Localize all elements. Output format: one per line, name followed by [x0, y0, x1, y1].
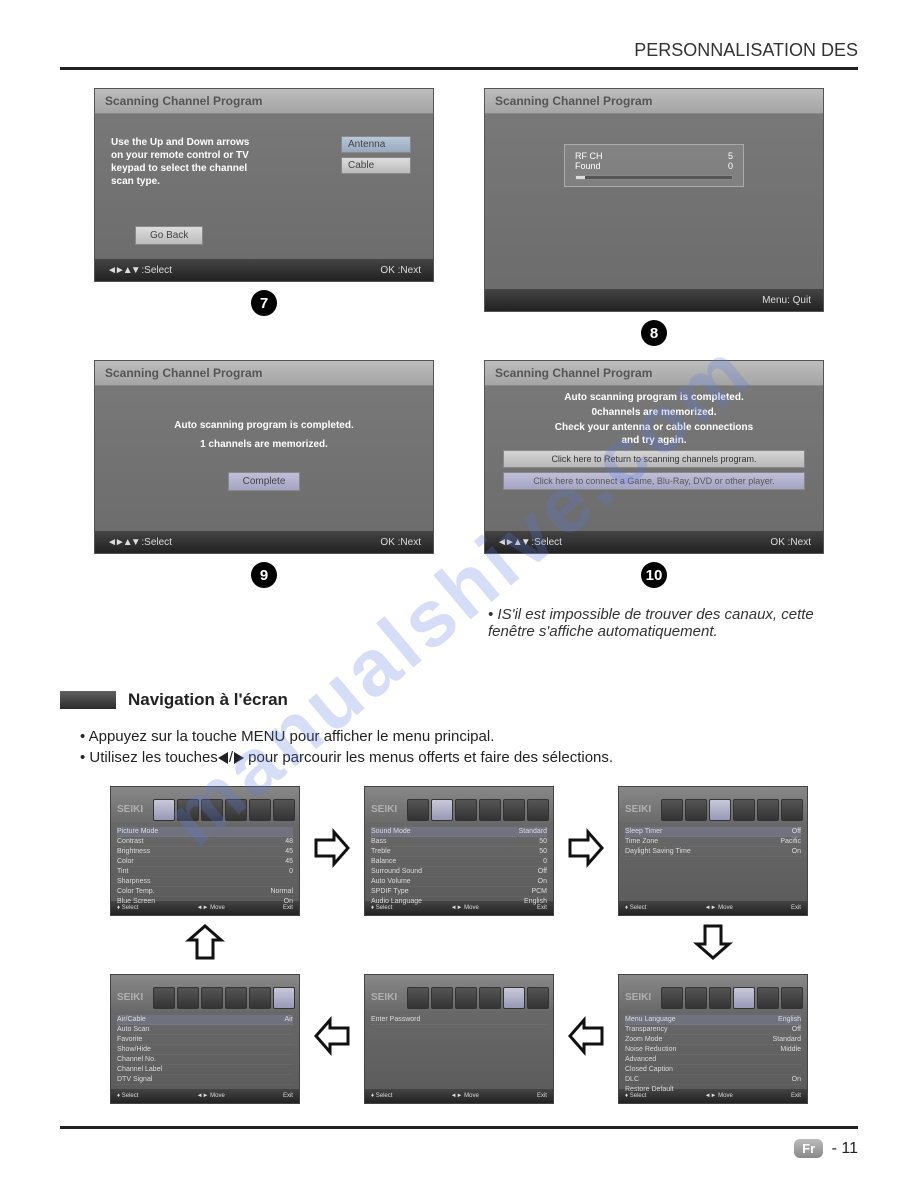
flow-arrow-right-2: [562, 828, 610, 874]
screenshot-row-2: Scanning Channel Program Auto scanning p…: [60, 360, 858, 588]
bullet-2: Utilisez les touches/ pour parcourir les…: [80, 749, 858, 766]
s10-title: Scanning Channel Program: [485, 361, 823, 386]
menu-channel: SEIKIAir/CableAirAuto ScanFavoriteShow/H…: [110, 974, 300, 1104]
screenshot-8-wrap: Scanning Channel Program RF CH5 Found0 M…: [484, 88, 824, 346]
left-arrow-icon: [218, 752, 228, 764]
step-10-badge: 10: [641, 562, 667, 588]
s9-line2: 1 channels are memorized.: [95, 431, 433, 450]
s9-footer-right: OK :Next: [380, 537, 421, 548]
progress-bar: [575, 175, 733, 180]
connect-player-button[interactable]: Click here to connect a Game, Blu-Ray, D…: [503, 472, 805, 490]
step-8-badge: 8: [641, 320, 667, 346]
menu-lock: SEIKIEnter Password♦ Select◄► MoveExit: [364, 974, 554, 1104]
complete-button[interactable]: Complete: [228, 472, 301, 491]
s10-line4: and try again.: [485, 433, 823, 446]
right-arrow-icon: [234, 752, 244, 764]
screenshot-7: Scanning Channel Program Use the Up and …: [94, 88, 434, 282]
page-header: PERSONNALISATION DES: [60, 40, 858, 70]
screenshot-row-1: Scanning Channel Program Use the Up and …: [60, 88, 858, 346]
screenshot-9-wrap: Scanning Channel Program Auto scanning p…: [94, 360, 434, 588]
lang-badge: Fr: [794, 1139, 823, 1158]
bullet-1: Appuyez sur la touche MENU pour afficher…: [80, 728, 858, 745]
s9-line1: Auto scanning program is completed.: [95, 386, 433, 431]
s10-line2: 0channels are memorized.: [485, 403, 823, 418]
flow-arrow-down: [618, 922, 808, 968]
flow-arrow-up: [110, 922, 300, 968]
flow-arrow-right-1: [308, 828, 356, 874]
screenshot-8: Scanning Channel Program RF CH5 Found0 M…: [484, 88, 824, 312]
screenshot-9: Scanning Channel Program Auto scanning p…: [94, 360, 434, 554]
s9-title: Scanning Channel Program: [95, 361, 433, 386]
flow-arrow-left-1: [308, 1016, 356, 1062]
instruction-list: Appuyez sur la touche MENU pour afficher…: [80, 728, 858, 766]
menu-sound: SEIKISound ModeStandardBass50Treble50Bal…: [364, 786, 554, 916]
s7-title: Scanning Channel Program: [95, 89, 433, 114]
section-title: Navigation à l'écran: [128, 690, 288, 710]
s9-footer-left: ◄►▲▼ :Select: [107, 537, 172, 548]
s7-footer-right: OK :Next: [380, 265, 421, 276]
screenshot-7-wrap: Scanning Channel Program Use the Up and …: [94, 88, 434, 346]
menu-picture: SEIKIPicture ModeContrast48Brightness45C…: [110, 786, 300, 916]
s7-footer-left: ◄►▲▼ :Select: [107, 265, 172, 276]
s10-footer-right: OK :Next: [770, 537, 811, 548]
return-scan-button[interactable]: Click here to Return to scanning channel…: [503, 450, 805, 468]
cable-option[interactable]: Cable: [341, 157, 411, 174]
go-back-button[interactable]: Go Back: [135, 226, 203, 245]
menu-setup: SEIKIMenu LanguageEnglishTransparencyOff…: [618, 974, 808, 1104]
page-number: - 11: [832, 1140, 858, 1157]
step-7-badge: 7: [251, 290, 277, 316]
progress-box: RF CH5 Found0: [564, 144, 744, 187]
screenshot-10-wrap: Scanning Channel Program Auto scanning p…: [484, 360, 824, 588]
s10-line3: Check your antenna or cable connections: [485, 418, 823, 433]
screenshot-10: Scanning Channel Program Auto scanning p…: [484, 360, 824, 554]
menu-grid: SEIKIPicture ModeContrast48Brightness45C…: [60, 786, 858, 1104]
section-heading: Navigation à l'écran: [60, 690, 858, 710]
s8-footer-right: Menu: Quit: [762, 295, 811, 306]
page-footer: Fr - 11: [60, 1126, 858, 1158]
s8-title: Scanning Channel Program: [485, 89, 823, 114]
s10-line1: Auto scanning program is completed.: [485, 386, 823, 403]
s10-footer-left: ◄►▲▼ :Select: [497, 537, 562, 548]
step-9-badge: 9: [251, 562, 277, 588]
antenna-option[interactable]: Antenna: [341, 136, 411, 153]
flow-arrow-left-2: [562, 1016, 610, 1062]
note-text: • IS'il est impossible de trouver des ca…: [488, 606, 858, 640]
menu-time: SEIKISleep TimerOffTime ZonePacificDayli…: [618, 786, 808, 916]
section-chip-icon: [60, 691, 116, 709]
s7-text: Use the Up and Down arrows on your remot…: [111, 136, 261, 188]
